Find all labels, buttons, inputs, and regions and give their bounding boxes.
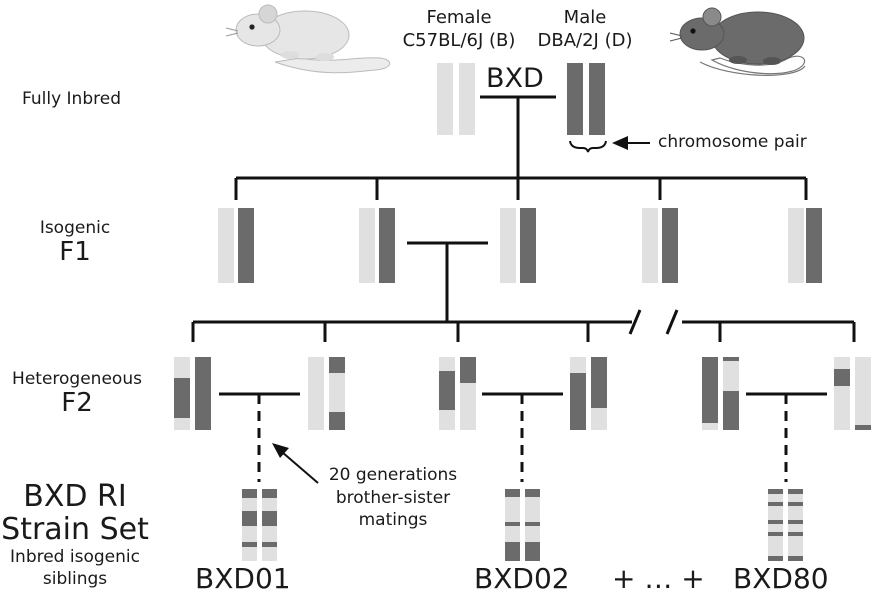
chromosome-pair-brace: [569, 140, 607, 153]
inbreeding-dashed-lines: [257, 394, 788, 482]
axis-break-icon: [628, 309, 679, 335]
row-label-f2-line2: F2: [61, 387, 93, 418]
f2-chromosome-pairs: [174, 357, 871, 430]
bxd02-chromosome-pair: [505, 489, 540, 561]
row-label-f1-line2: F1: [59, 236, 91, 267]
f2-chromosome-pair: [439, 357, 476, 430]
f2-chromosome-pair: [174, 357, 211, 430]
row-label-ri-line2: Strain Set: [1, 512, 149, 547]
male-sex-label: Male: [563, 7, 607, 28]
male-chromosome-pair: [567, 63, 605, 135]
parents-mating-line: [234, 95, 808, 200]
f2-chromosome-pair: [570, 357, 607, 430]
f1-chromosome-pair: [500, 208, 536, 283]
f1-mating-line: [191, 241, 856, 342]
generations-arrow-icon: [272, 443, 319, 484]
row-label-fully-inbred: Fully Inbred: [22, 89, 121, 109]
female-strain-label: C57BL/6J (B): [402, 29, 516, 51]
female-sex-label: Female: [426, 7, 492, 28]
arrow-icon: [612, 136, 650, 150]
strain-label-bxd80: BXD80: [733, 562, 829, 595]
row-label-ri-line4: siblings: [42, 568, 108, 589]
cross-label: BXD: [486, 63, 544, 94]
f1-chromosome-pair: [788, 208, 822, 283]
strain-ellipsis-label: + … +: [612, 562, 705, 595]
male-header: Male DBA/2J (D): [530, 8, 640, 51]
generations-note-line1: 20 generations: [328, 465, 458, 485]
f1-chromosome-pair: [359, 208, 395, 283]
strain-label-bxd01: BXD01: [195, 562, 291, 595]
f2-chromosome-pair: [702, 357, 739, 430]
f1-chromosome-pairs: [218, 208, 822, 283]
generations-note-line2: brother-sister: [335, 487, 451, 508]
f1-chromosome-pair: [218, 208, 254, 283]
strain-label-bxd02: BXD02: [474, 562, 570, 595]
f2-chromosome-pair: [308, 357, 345, 430]
female-header: Female C57BL/6J (B): [399, 8, 519, 51]
generations-note-line3: matings: [358, 510, 428, 531]
row-label-f2: Heterogeneous F2: [2, 370, 152, 417]
generations-note: 20 generations brother-sister matings: [318, 466, 468, 530]
dark-mouse-icon: [669, 7, 806, 76]
row-label-ri-strain-set: BXD RI Strain Set Inbred isogenic siblin…: [0, 480, 150, 588]
row-label-ri-line3: Inbred isogenic: [10, 547, 140, 567]
bxd01-chromosome-pair: [242, 489, 277, 561]
row-label-ri-line1: BXD RI: [23, 479, 127, 514]
white-mouse-icon: [225, 4, 390, 74]
row-label-f1-line1: Isogenic: [39, 218, 111, 238]
row-label-f2-line1: Heterogeneous: [12, 369, 142, 389]
f1-chromosome-pair: [642, 208, 678, 283]
male-strain-label: DBA/2J (D): [537, 29, 633, 51]
bxd80-chromosome-pair: [768, 489, 803, 561]
female-chromosome-pair: [437, 63, 475, 135]
chromosome-pair-label: chromosome pair: [658, 132, 807, 152]
ri-strain-chromosome-pairs: [242, 489, 803, 561]
f2-chromosome-pair: [834, 357, 871, 430]
row-label-f1: Isogenic F1: [30, 219, 120, 266]
